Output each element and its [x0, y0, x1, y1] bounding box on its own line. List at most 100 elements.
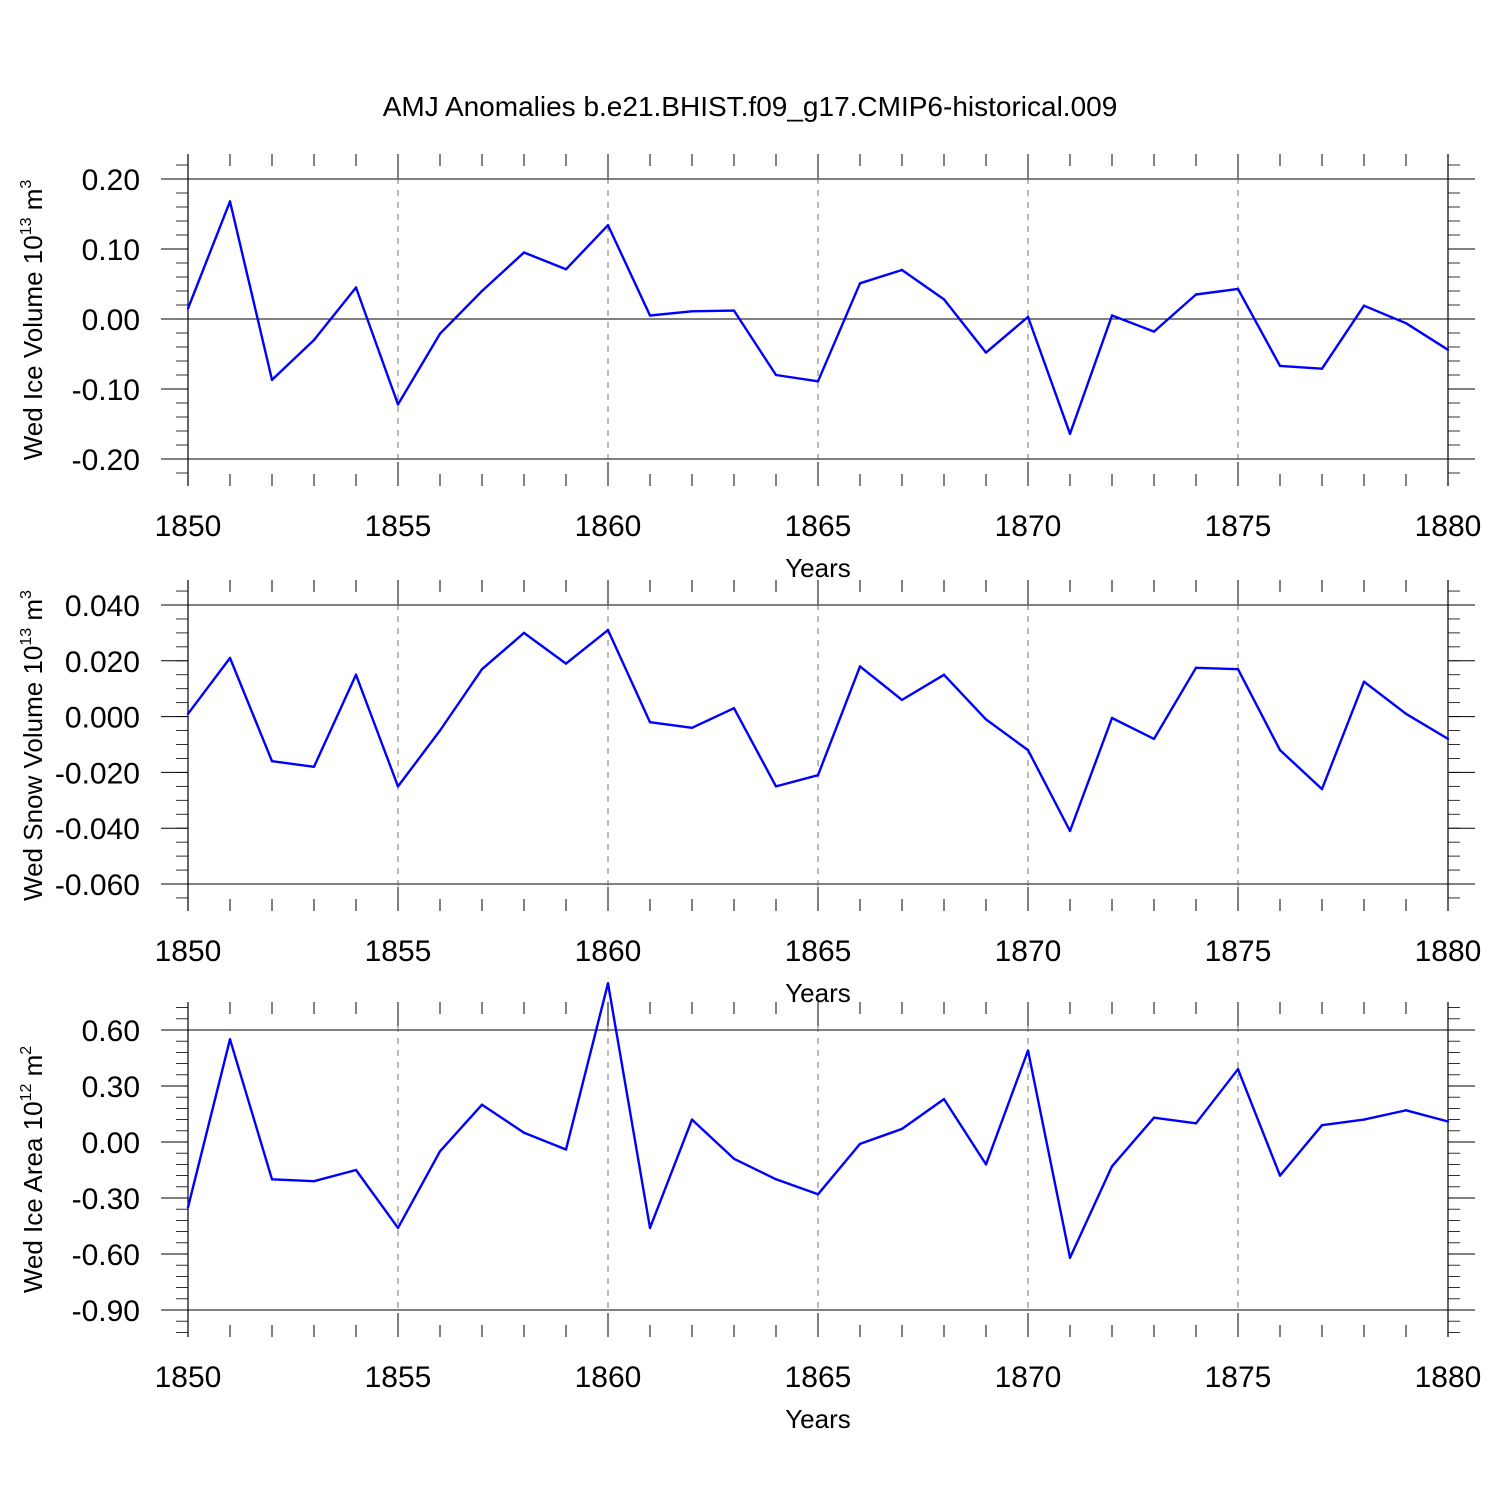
x-tick-label-1865: 1865: [785, 1361, 852, 1394]
chart-panel-1: 0.20 0.10 0.00 -0.10 -0.20 1850 1855 1860 1865 18…: [18, 154, 1481, 583]
data-point-1879: [1404, 712, 1408, 716]
data-point-1880: [1446, 737, 1450, 741]
data-point-1851: [228, 656, 232, 660]
x-tick-label-1860: 1860: [575, 510, 642, 543]
data-point-1855: [396, 1226, 400, 1230]
data-point-1860: [606, 224, 610, 227]
data-point-1876: [1278, 1174, 1282, 1177]
data-point-1876: [1278, 748, 1282, 752]
data-point-1866: [858, 665, 862, 668]
data-point-1867: [900, 698, 904, 702]
data-point-1872: [1110, 716, 1114, 720]
data-point-1859: [564, 662, 568, 665]
data-point-1855: [396, 785, 400, 788]
data-point-1865: [816, 773, 820, 777]
data-point-1861: [648, 720, 652, 724]
data-point-1858: [522, 251, 526, 254]
data-point-1858: [522, 631, 526, 635]
data-point-1862: [690, 1118, 694, 1121]
data-point-1856: [438, 332, 442, 335]
data-point-1851: [228, 200, 232, 203]
data-point-1870: [1026, 315, 1030, 319]
y-axis-label: Wed Snow Volume 1013 m3: [18, 590, 48, 901]
data-point-1852: [270, 760, 274, 763]
data-point-1878: [1362, 304, 1366, 307]
data-point-1871: [1068, 432, 1072, 435]
y-tick-label: 0.60: [82, 1015, 140, 1048]
x-axis-label: Years: [785, 1404, 851, 1434]
data-point-1879: [1404, 1109, 1408, 1112]
y-tick-label: 0.20: [82, 164, 140, 197]
x-tick-label-1875: 1875: [1205, 510, 1272, 543]
data-point-1851: [228, 1038, 232, 1041]
data-point-1867: [900, 1127, 904, 1131]
data-point-1874: [1194, 666, 1198, 669]
data-point-1852: [270, 378, 274, 382]
data-point-1860: [606, 628, 610, 632]
data-point-1863: [732, 707, 736, 710]
data-point-1864: [774, 373, 778, 377]
data-point-1861: [648, 1226, 652, 1230]
data-point-1856: [438, 1150, 442, 1153]
chart-panel-3: 0.60 0.30 0.00 -0.30 -0.60 -0.90 1850 1855 1860 1…: [18, 982, 1481, 1434]
data-point-1862: [690, 310, 694, 313]
data-point-1854: [354, 673, 358, 676]
x-tick-label-1870: 1870: [995, 1361, 1062, 1394]
y-tick-label: 0.040: [65, 590, 140, 623]
data-point-1874: [1194, 293, 1198, 296]
x-tick-label-1875: 1875: [1205, 935, 1272, 968]
data-point-1859: [564, 268, 568, 271]
data-point-1852: [270, 1178, 274, 1181]
y-tick-label: 0.000: [65, 702, 140, 735]
data-point-1855: [396, 403, 400, 406]
data-point-1869: [984, 351, 988, 354]
data-point-1868: [942, 298, 946, 301]
x-tick-label-1875: 1875: [1205, 1361, 1272, 1394]
data-point-1867: [900, 268, 904, 272]
x-tick-label-1855: 1855: [365, 510, 432, 543]
y-tick-label: 0.00: [82, 304, 140, 337]
data-point-1853: [312, 1180, 316, 1183]
data-point-1857: [480, 1103, 484, 1106]
y-tick-label: -0.20: [72, 444, 140, 477]
data-point-1856: [438, 729, 442, 732]
data-point-1868: [942, 673, 946, 676]
data-point-1873: [1152, 1116, 1156, 1119]
x-tick-label-1850: 1850: [155, 1361, 222, 1394]
data-point-1878: [1362, 1118, 1366, 1121]
chart-panel-2: 0.040 0.020 0.000 -0.020 -0.040 -0.060 1850 185…: [18, 580, 1481, 1008]
data-point-1880: [1446, 348, 1450, 351]
y-tick-label: -0.60: [72, 1239, 140, 1272]
data-point-1854: [354, 286, 358, 289]
data-point-1864: [774, 785, 778, 788]
data-point-1872: [1110, 314, 1114, 317]
data-point-1850: [186, 1206, 190, 1209]
data-point-1857: [480, 667, 484, 671]
data-point-1860: [606, 982, 610, 985]
data-point-1871: [1068, 829, 1072, 833]
data-point-1877: [1320, 1124, 1324, 1127]
data-point-1872: [1110, 1165, 1114, 1168]
data-point-1861: [648, 314, 652, 317]
x-tick-label-1880: 1880: [1415, 1361, 1482, 1394]
y-axis-label: Wed Ice Area 1012 m2: [18, 1046, 48, 1293]
y-tick-label: 0.00: [82, 1127, 140, 1160]
y-tick-label: 0.30: [82, 1071, 140, 1104]
data-point-1868: [942, 1097, 946, 1101]
data-point-1869: [984, 718, 988, 721]
data-point-1864: [774, 1178, 778, 1181]
data-point-1854: [354, 1168, 358, 1172]
data-point-1874: [1194, 1122, 1198, 1125]
data-point-1858: [522, 1131, 526, 1134]
y-tick-label: 0.020: [65, 646, 140, 679]
x-tick-label-1865: 1865: [785, 935, 852, 968]
data-point-1853: [312, 338, 316, 342]
data-point-1871: [1068, 1256, 1072, 1259]
data-point-1875: [1236, 287, 1240, 291]
data-point-1877: [1320, 787, 1324, 791]
data-point-1863: [732, 309, 736, 312]
data-point-1869: [984, 1163, 988, 1166]
y-tick-label: -0.10: [72, 374, 140, 407]
data-point-1870: [1026, 748, 1030, 752]
